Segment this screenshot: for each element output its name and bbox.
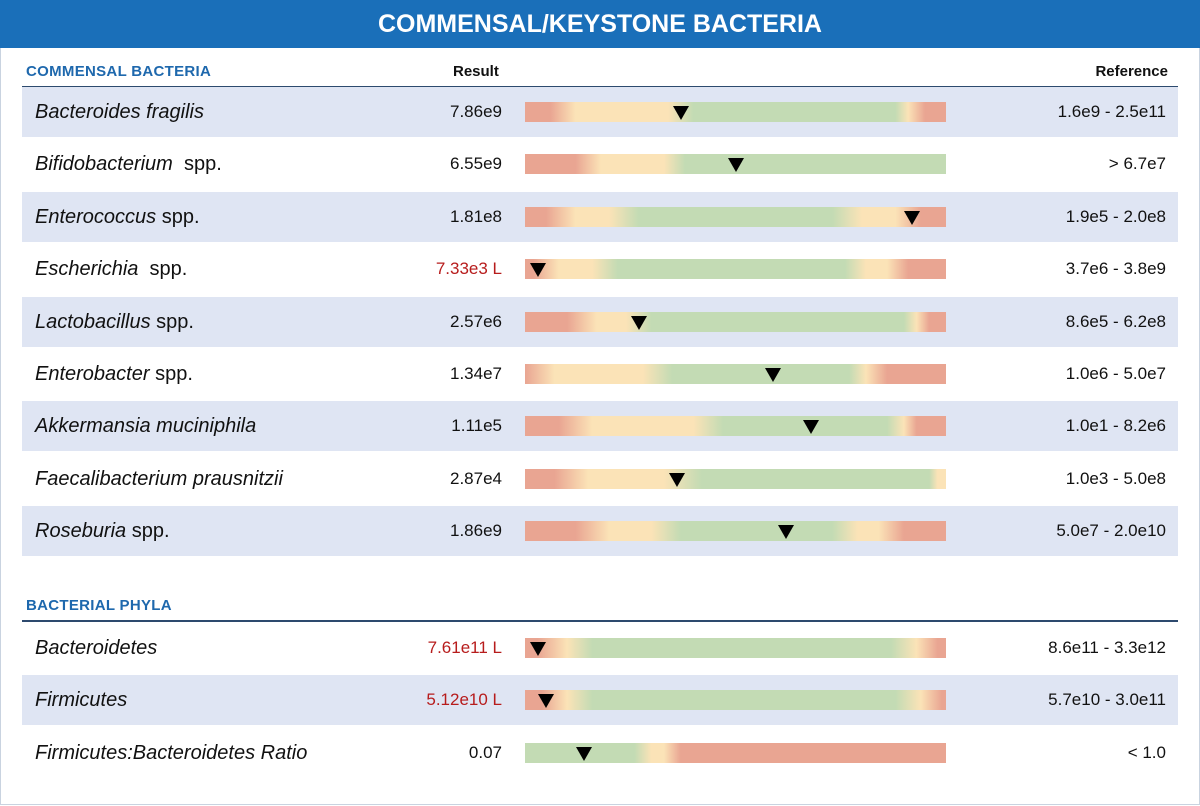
table-row: Bifidobacterium spp. 6.55e9 > 6.7e7: [22, 139, 1178, 189]
range-bar: [525, 154, 946, 175]
reference-range: 5.7e10 - 3.0e11: [1048, 690, 1166, 710]
reference-column-header: Reference: [1095, 63, 1168, 80]
organism-name: Faecalibacterium prausnitzii: [35, 454, 283, 504]
organism-name-italic: Firmicutes:Bacteroidetes Ratio: [35, 741, 308, 764]
reference-range: 8.6e11 - 3.3e12: [1048, 638, 1166, 657]
reference-range: 1.9e5 - 2.0e8: [1065, 206, 1166, 226]
result-marker-icon: [727, 158, 744, 173]
organism-name-italic: Faecalibacterium prausnitzii: [35, 467, 283, 490]
organism-name-italic: Escherichia: [35, 258, 139, 281]
reference-range: 1.0e3 - 5.0e8: [1065, 468, 1166, 488]
result-value: 6.55e9: [450, 154, 502, 174]
range-bar: [525, 259, 946, 280]
section-title: COMMENSAL BACTERIA: [26, 63, 212, 80]
reference-range: < 1.0: [1127, 742, 1166, 762]
table-row: Firmicutes 5.12e10 L 5.7e10 - 3.0e11: [22, 675, 1178, 726]
table-row: Akkermansia muciniphila 1.11e5 1.0e1 - 8.2…: [22, 401, 1178, 452]
table-row: Escherichia spp. 7.33e3 L 3.7e6 - 3.8e9: [22, 244, 1178, 294]
range-bar: [525, 416, 946, 437]
organism-name: Lactobacillus spp.: [35, 297, 194, 347]
organism-name-italic: Bacteroides fragilis: [35, 101, 204, 123]
organism-name-suffix: spp.: [172, 153, 222, 176]
table-row: Enterobacter spp. 1.34e7 1.0e6 - 5.0e7: [22, 349, 1178, 399]
result-value: 1.86e9: [450, 521, 502, 541]
result-value: 0.07: [468, 742, 502, 762]
reference-range: 1.0e6 - 5.0e7: [1065, 364, 1166, 383]
result-column-header: Result: [453, 63, 499, 80]
result-marker-icon: [803, 420, 820, 435]
result-value: 7.86e9: [450, 102, 502, 121]
organism-name-italic: Roseburia: [35, 520, 127, 543]
result-marker-icon: [765, 368, 782, 382]
organism-name: Firmicutes:Bacteroidetes Ratio: [35, 728, 307, 778]
table-row: Faecalibacterium prausnitzii 2.87e4 1.0e3 …: [22, 454, 1178, 504]
range-bar: [525, 638, 946, 658]
organism-name-italic: Enterobacter: [35, 363, 150, 385]
reference-range: 1.6e9 - 2.5e11: [1057, 102, 1166, 121]
organism-name: Roseburia spp.: [35, 506, 170, 556]
range-bar: [525, 521, 946, 542]
table-row: Bacteroides fragilis 7.86e9 1.6e9 - 2.5e11: [22, 87, 1178, 137]
organism-name-italic: Lactobacillus: [35, 310, 151, 333]
result-value: 5.12e10 L: [426, 690, 502, 710]
organism-name: Akkermansia muciniphila: [35, 401, 256, 451]
range-bar: [525, 468, 946, 489]
reference-range: 8.6e5 - 6.2e8: [1065, 311, 1166, 331]
result-marker-icon: [538, 694, 555, 709]
reference-range: 3.7e6 - 3.8e9: [1065, 259, 1166, 279]
result-marker-icon: [630, 315, 647, 330]
result-value: 1.34e7: [450, 364, 502, 383]
organism-name-italic: Bacteroidetes: [35, 637, 158, 659]
organism-name-italic: Bifidobacterium: [35, 153, 173, 176]
result-value: 7.33e3 L: [435, 259, 502, 279]
organism-name: Bacteroides fragilis: [35, 87, 204, 137]
organism-name: Enterococcus spp.: [35, 192, 200, 242]
organism-name: Bifidobacterium spp.: [35, 139, 222, 189]
table-row: Enterococcus spp. 1.81e8 1.9e5 - 2.0e8: [22, 191, 1178, 242]
range-bar: [525, 364, 946, 384]
organism-name: Firmicutes: [35, 675, 127, 725]
result-marker-icon: [529, 263, 546, 278]
range-bar: [525, 206, 946, 227]
organism-name: Escherichia spp.: [35, 244, 187, 294]
reference-range: 1.0e1 - 8.2e6: [1065, 416, 1166, 436]
result-value: 2.87e4: [450, 468, 502, 488]
result-value: 2.57e6: [450, 311, 502, 331]
result-value: 7.61e11 L: [427, 638, 502, 657]
organism-name-suffix: spp.: [149, 363, 193, 385]
organism-name-suffix: spp.: [126, 520, 170, 543]
organism-name-suffix: spp.: [138, 258, 188, 281]
range-bar: [525, 102, 946, 122]
organism-name-italic: Enterococcus: [35, 205, 157, 228]
section-title: BACTERIAL PHYLA: [26, 597, 172, 614]
result-marker-icon: [778, 525, 795, 540]
section-header-phyla: BACTERIAL PHYLA: [22, 590, 1178, 622]
table-row: Lactobacillus spp. 2.57e6 8.6e5 - 6.2e8: [22, 296, 1178, 347]
reference-range: 5.0e7 - 2.0e10: [1056, 521, 1166, 541]
result-value: 1.81e8: [450, 206, 502, 226]
result-marker-icon: [575, 746, 592, 761]
table-row: Bacteroidetes 7.61e11 L 8.6e11 - 3.3e12: [22, 623, 1178, 673]
table-row: Roseburia spp. 1.86e9 5.0e7 - 2.0e10: [22, 506, 1178, 557]
organism-name-suffix: spp.: [150, 310, 194, 333]
section-header-commensal: COMMENSAL BACTERIA Result Reference: [22, 56, 1178, 88]
report-title: COMMENSAL/KEYSTONE BACTERIA: [0, 0, 1200, 48]
table-row: Firmicutes:Bacteroidetes Ratio 0.07 < 1.0: [22, 728, 1178, 778]
result-value: 1.11e5: [451, 416, 502, 436]
organism-name-suffix: spp.: [156, 205, 200, 228]
organism-name: Enterobacter spp.: [35, 349, 193, 399]
range-bar: [525, 742, 946, 763]
organism-name-italic: Akkermansia muciniphila: [35, 415, 257, 438]
organism-name: Bacteroidetes: [35, 623, 157, 673]
result-marker-icon: [672, 106, 689, 120]
result-marker-icon: [668, 472, 685, 487]
range-bar: [525, 690, 946, 711]
reference-range: > 6.7e7: [1108, 154, 1166, 174]
organism-name-italic: Firmicutes: [35, 689, 128, 712]
result-marker-icon: [904, 210, 921, 225]
result-marker-icon: [529, 642, 546, 656]
range-bar: [525, 311, 946, 332]
